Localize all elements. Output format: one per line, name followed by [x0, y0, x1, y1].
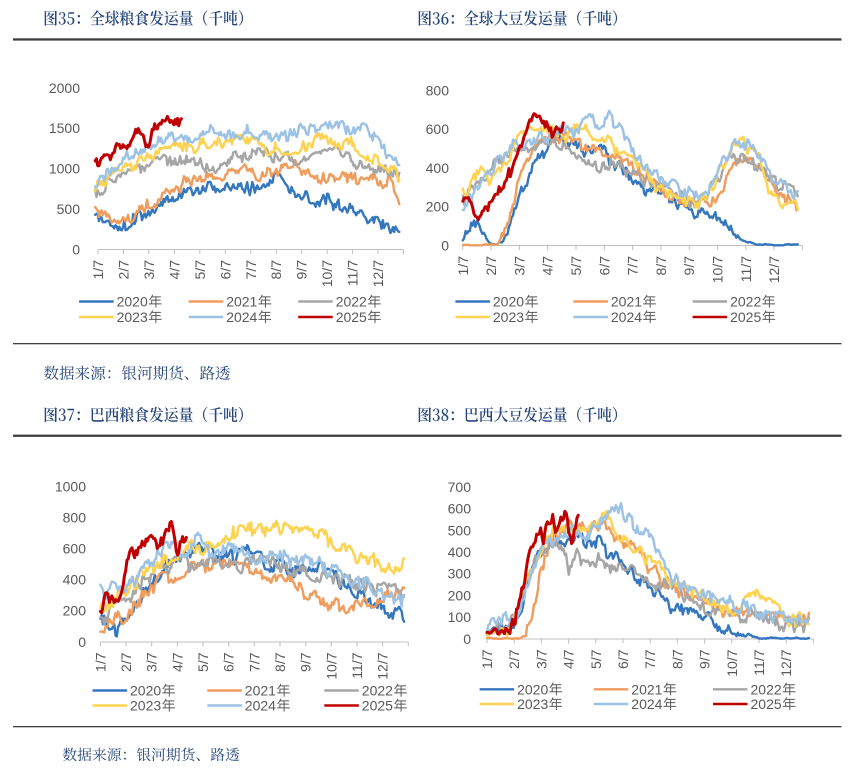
svg-text:6/7: 6/7 [217, 260, 233, 280]
svg-text:2025: 2025 [730, 309, 761, 325]
svg-text:2022: 2022 [362, 683, 393, 699]
svg-text:9/7: 9/7 [294, 260, 310, 280]
svg-text:5/7: 5/7 [588, 649, 604, 669]
svg-text:2021: 2021 [631, 681, 662, 697]
svg-text:300: 300 [448, 566, 472, 582]
svg-text:8/7: 8/7 [669, 649, 685, 669]
svg-text:1000: 1000 [49, 161, 80, 177]
svg-text:7/7: 7/7 [243, 260, 259, 280]
svg-text:0: 0 [72, 241, 80, 257]
svg-text:1000: 1000 [55, 478, 86, 494]
svg-text:2023: 2023 [493, 309, 524, 325]
svg-text:700: 700 [448, 479, 472, 495]
svg-text:5/7: 5/7 [568, 256, 584, 276]
svg-text:2020: 2020 [117, 294, 148, 310]
svg-text:2024: 2024 [226, 309, 257, 325]
svg-text:1/7: 1/7 [92, 652, 108, 672]
svg-text:10/7: 10/7 [724, 649, 740, 676]
svg-text:0: 0 [463, 631, 471, 647]
svg-text:5/7: 5/7 [195, 652, 211, 672]
svg-text:500: 500 [57, 201, 81, 217]
svg-text:2/7: 2/7 [506, 649, 522, 669]
svg-text:10/7: 10/7 [323, 652, 339, 679]
svg-text:7/7: 7/7 [246, 652, 262, 672]
svg-text:600: 600 [426, 121, 450, 137]
svg-text:6/7: 6/7 [596, 256, 612, 276]
svg-text:200: 200 [426, 199, 450, 215]
svg-text:4/7: 4/7 [540, 256, 556, 276]
svg-text:6/7: 6/7 [221, 652, 237, 672]
svg-text:8/7: 8/7 [272, 652, 288, 672]
svg-text:800: 800 [63, 509, 87, 525]
svg-text:400: 400 [63, 572, 87, 588]
svg-text:2021: 2021 [245, 683, 276, 699]
svg-text:3/7: 3/7 [533, 649, 549, 669]
svg-text:2024: 2024 [245, 698, 276, 714]
svg-text:2023: 2023 [130, 698, 161, 714]
svg-text:400: 400 [448, 544, 472, 560]
svg-text:2/7: 2/7 [116, 260, 132, 280]
svg-text:100: 100 [448, 609, 472, 625]
svg-text:400: 400 [426, 160, 450, 176]
svg-text:2000: 2000 [49, 80, 80, 96]
svg-text:12/7: 12/7 [370, 260, 386, 287]
svg-text:3/7: 3/7 [511, 256, 527, 276]
svg-text:2024: 2024 [611, 309, 642, 325]
svg-text:2022: 2022 [336, 294, 367, 310]
svg-text:2022: 2022 [751, 681, 782, 697]
svg-text:2020: 2020 [517, 681, 548, 697]
svg-text:2020: 2020 [493, 294, 524, 310]
svg-text:11/7: 11/7 [751, 649, 767, 675]
svg-text:1/7: 1/7 [455, 256, 471, 276]
svg-text:500: 500 [448, 522, 472, 538]
svg-text:8/7: 8/7 [653, 256, 669, 276]
svg-text:1500: 1500 [49, 120, 80, 136]
svg-text:11/7: 11/7 [738, 256, 754, 282]
svg-text:9/7: 9/7 [697, 649, 713, 669]
svg-text:6/7: 6/7 [615, 649, 631, 669]
svg-text:600: 600 [63, 541, 87, 557]
svg-text:2023: 2023 [517, 696, 548, 712]
svg-text:7/7: 7/7 [642, 649, 658, 669]
svg-text:800: 800 [426, 82, 450, 98]
svg-text:0: 0 [78, 634, 86, 650]
svg-text:200: 200 [63, 603, 87, 619]
svg-text:2021: 2021 [611, 294, 642, 310]
svg-text:2023: 2023 [117, 309, 148, 325]
svg-text:600: 600 [448, 501, 472, 517]
svg-text:12/7: 12/7 [766, 256, 782, 283]
svg-text:2025: 2025 [751, 696, 782, 712]
svg-text:12/7: 12/7 [778, 649, 794, 676]
svg-text:10/7: 10/7 [319, 260, 335, 287]
svg-text:1/7: 1/7 [479, 649, 495, 669]
svg-text:11/7: 11/7 [345, 260, 361, 286]
svg-text:3/7: 3/7 [141, 260, 157, 280]
svg-text:11/7: 11/7 [349, 652, 365, 678]
svg-text:12/7: 12/7 [375, 652, 391, 679]
svg-text:7/7: 7/7 [625, 256, 641, 276]
svg-text:4/7: 4/7 [166, 260, 182, 280]
svg-text:2024: 2024 [631, 696, 662, 712]
svg-text:4/7: 4/7 [169, 652, 185, 672]
svg-text:9/7: 9/7 [298, 652, 314, 672]
svg-text:2025: 2025 [362, 698, 393, 714]
svg-text:8/7: 8/7 [268, 260, 284, 280]
svg-text:4/7: 4/7 [561, 649, 577, 669]
svg-text:2025: 2025 [336, 309, 367, 325]
svg-text:5/7: 5/7 [192, 260, 208, 280]
svg-text:2020: 2020 [130, 683, 161, 699]
svg-text:2/7: 2/7 [483, 256, 499, 276]
svg-text:200: 200 [448, 587, 472, 603]
svg-text:10/7: 10/7 [710, 256, 726, 283]
svg-text:2/7: 2/7 [118, 652, 134, 672]
svg-text:9/7: 9/7 [681, 256, 697, 276]
svg-text:2022: 2022 [730, 294, 761, 310]
svg-text:3/7: 3/7 [144, 652, 160, 672]
svg-text:2021: 2021 [226, 294, 257, 310]
svg-text:1/7: 1/7 [90, 260, 106, 280]
svg-text:0: 0 [441, 237, 449, 253]
